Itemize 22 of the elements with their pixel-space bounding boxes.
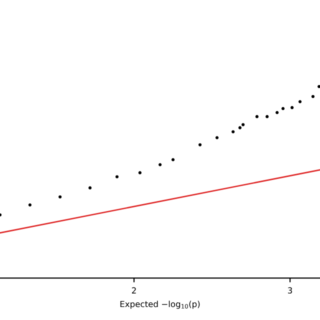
point	[58, 195, 62, 198]
x-axis-title: Expected −log$_{10}$(p)	[120, 300, 200, 309]
point	[198, 143, 202, 146]
point	[158, 163, 162, 166]
x-tick-label: 2	[132, 287, 136, 294]
point	[311, 94, 315, 98]
point	[242, 123, 245, 126]
point	[232, 130, 235, 134]
point	[255, 115, 259, 118]
point	[298, 100, 302, 104]
x-tick-label: 3	[288, 287, 292, 294]
point	[266, 115, 269, 118]
point	[115, 175, 119, 178]
point	[238, 126, 242, 130]
point	[138, 171, 142, 174]
point	[88, 186, 92, 190]
point	[215, 136, 219, 140]
point	[281, 107, 285, 110]
point	[276, 111, 279, 114]
point	[290, 106, 294, 110]
point	[171, 158, 175, 162]
point	[28, 203, 32, 206]
